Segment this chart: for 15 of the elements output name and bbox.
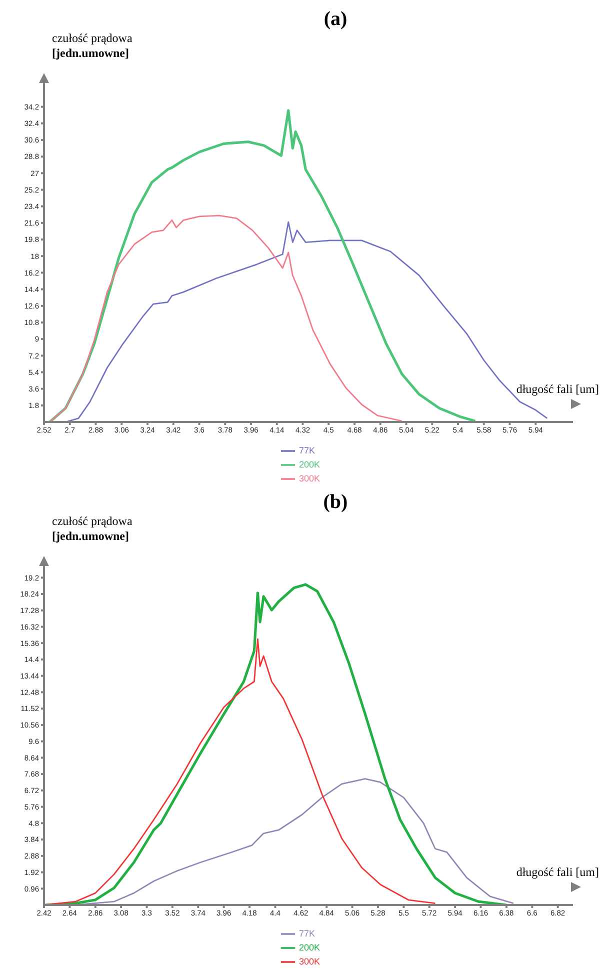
- legend-label: 77K: [298, 445, 315, 456]
- x-axis-title: długość fali [um]: [516, 865, 599, 880]
- legend-label: 77K: [298, 928, 315, 938]
- chart-title: (a): [322, 8, 348, 31]
- legend-label: 200K: [298, 942, 320, 952]
- line-series: [44, 583, 508, 905]
- legend-label: 300K: [298, 956, 320, 966]
- y-axis-title: czułość prądowa [jedn.umowne]: [52, 514, 132, 544]
- chart-title: (b): [322, 491, 349, 514]
- line-series: [49, 214, 403, 422]
- legend-label: 300K: [298, 473, 320, 484]
- line-series: [48, 109, 477, 422]
- legend-label: 200K: [298, 459, 320, 470]
- x-axis-title: długość fali [um]: [516, 382, 599, 397]
- y-axis-title: czułość prądowa [jedn.umowne]: [52, 31, 132, 61]
